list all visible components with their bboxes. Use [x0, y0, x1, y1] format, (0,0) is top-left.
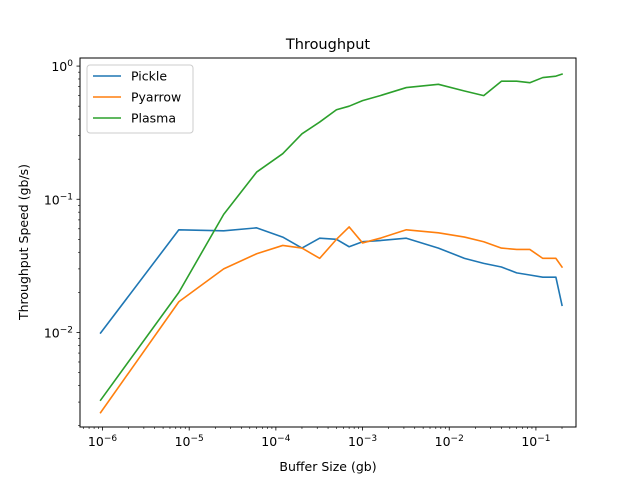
x-tick-label-base: 10	[88, 434, 104, 449]
x-tick-label-exponent: −3	[364, 434, 377, 444]
legend-label-pickle: Pickle	[131, 69, 167, 84]
x-tick-label: 10−1	[521, 434, 550, 449]
y-tick-label: 100	[51, 59, 73, 74]
legend-box	[86, 64, 194, 134]
x-tick-label-exponent: −2	[451, 434, 464, 444]
series-line-pyarrow	[99, 226, 564, 414]
y-tick-label-exponent: −1	[60, 192, 73, 202]
legend-label-pyarrow: Pyarrow	[131, 90, 181, 105]
legend-label-plasma: Plasma	[131, 111, 176, 126]
y-tick-label-base: 10	[51, 59, 67, 74]
x-tick-label: 10−2	[435, 434, 464, 449]
x-axis-label: Buffer Size (gb)	[279, 459, 376, 474]
x-tick-label-exponent: −4	[277, 434, 291, 444]
x-tick-label: 10−5	[175, 434, 204, 449]
series-line-plasma	[99, 73, 564, 402]
x-axis-ticks: 10−6 10−5 10−4 10−3 10−2 10−1	[82, 427, 563, 449]
y-tick-label-exponent: −2	[60, 325, 73, 335]
x-tick-label: 10−4	[261, 434, 290, 449]
legend: Pickle Pyarrow Plasma	[86, 64, 194, 134]
y-tick-label: 10−2	[44, 325, 73, 340]
y-tick-label: 10−1	[44, 192, 73, 207]
y-tick-label-base: 10	[44, 192, 60, 207]
x-tick-label-base: 10	[261, 434, 277, 449]
x-tick-label: 10−3	[348, 434, 377, 449]
x-tick-label-exponent: −6	[104, 434, 118, 444]
x-tick-label: 10−6	[88, 434, 117, 449]
y-axis-label: Throughput Speed (gb/s)	[16, 164, 31, 321]
x-tick-label-exponent: −1	[537, 434, 550, 444]
x-tick-label-base: 10	[348, 434, 364, 449]
chart-title: Throughput	[285, 37, 371, 53]
series-line-pickle	[99, 227, 563, 335]
series-layer	[99, 73, 564, 414]
x-tick-label-exponent: −5	[191, 434, 204, 444]
x-tick-label-base: 10	[435, 434, 451, 449]
y-tick-label-exponent: 0	[67, 59, 73, 69]
x-tick-label-base: 10	[521, 434, 537, 449]
y-tick-label-base: 10	[44, 325, 60, 340]
x-tick-label-base: 10	[175, 434, 191, 449]
